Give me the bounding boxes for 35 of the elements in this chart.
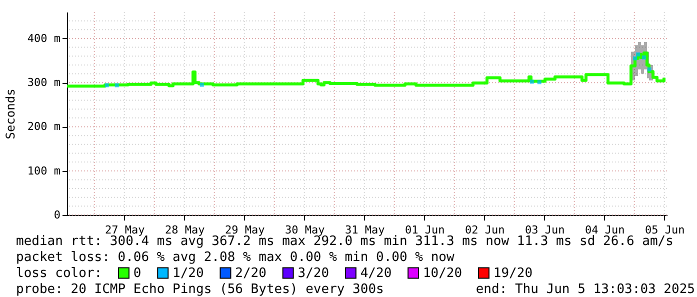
text: end: Thu Jun 5 13:03:03 2025	[476, 282, 695, 297]
point	[537, 80, 542, 84]
legend-label: 19/20	[493, 266, 533, 281]
x-tick-label: 01 Jun	[405, 224, 445, 236]
x-tick-label: 05 Jun	[645, 224, 685, 236]
legend-label: 4/20	[360, 266, 392, 281]
text: packet loss: 0.06 % avg 2.08 % max 0.00 % min 0.00 % now	[16, 250, 454, 265]
y-tick-label: 200 m	[27, 120, 61, 134]
y-tick-label: 100 m	[27, 164, 61, 178]
y-tick-label: 0	[54, 208, 60, 222]
point	[642, 55, 646, 60]
point	[636, 52, 640, 56]
legend-label: 3/20	[298, 266, 330, 281]
legend-title: loss color:	[16, 266, 102, 281]
x-tick-label: 04 Jun	[585, 224, 625, 236]
point	[200, 82, 204, 87]
y-tick-label: 300 m	[27, 76, 61, 90]
y-tick-label: 400 m	[27, 32, 61, 45]
x-tick-label: 27 May	[105, 224, 146, 236]
x-tick-label: 02 Jun	[465, 224, 505, 236]
point	[104, 83, 109, 88]
y-axis-title: Seconds	[3, 88, 18, 140]
point	[647, 67, 652, 72]
x-tick-label: 31 May	[345, 224, 386, 236]
point	[530, 80, 534, 84]
x-tick-label: 29 May	[225, 224, 266, 236]
x-tick-label: 03 Jun	[525, 224, 565, 236]
legend-label: 10/20	[422, 266, 462, 281]
legend-label: 1/20	[172, 266, 204, 281]
point	[114, 83, 119, 88]
x-tick-label: 30 May	[285, 224, 326, 236]
legend-label: 2/20	[235, 266, 266, 281]
legend-label: 0	[133, 266, 142, 281]
x-tick-label: 28 May	[165, 224, 206, 236]
text: probe: 20 ICMP Echo Pings (56 Bytes) every 300s	[16, 282, 384, 297]
